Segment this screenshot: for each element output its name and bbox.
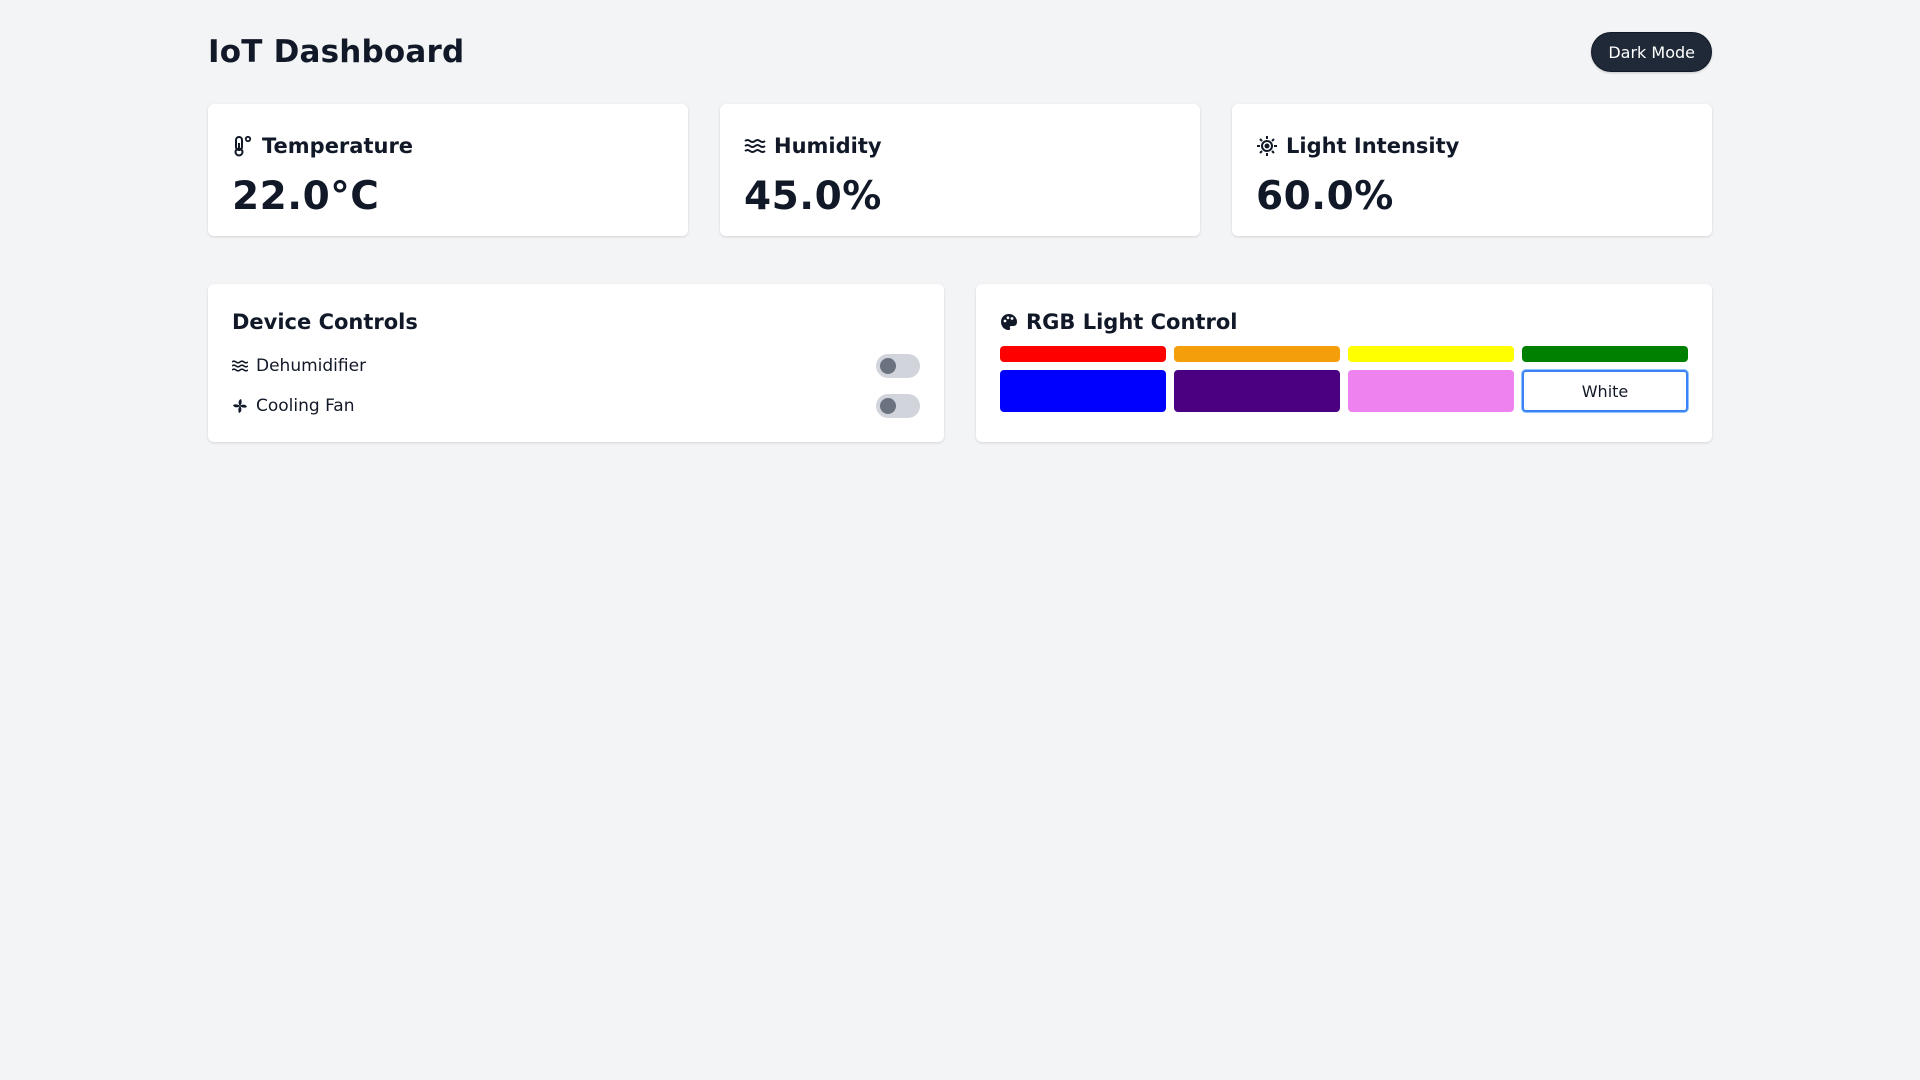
rgb-light-control-header: RGB Light Control bbox=[1000, 308, 1688, 336]
swatch-green[interactable] bbox=[1522, 346, 1688, 362]
temperature-label: Temperature bbox=[262, 134, 414, 158]
rgb-light-control-title: RGB Light Control bbox=[1026, 310, 1238, 334]
swatch-violet[interactable] bbox=[1348, 370, 1514, 412]
dark-mode-button[interactable]: Dark Mode bbox=[1591, 32, 1712, 72]
swatch-red[interactable] bbox=[1000, 346, 1166, 362]
swatch-indigo[interactable] bbox=[1174, 370, 1340, 412]
toggle-knob bbox=[880, 398, 896, 414]
page-title: IoT Dashboard bbox=[208, 34, 465, 70]
color-swatch-grid: White bbox=[1000, 346, 1688, 412]
temperature-header: Temperature bbox=[232, 128, 664, 164]
palette-icon bbox=[1000, 313, 1018, 331]
swatch-yellow[interactable] bbox=[1348, 346, 1514, 362]
light-intensity-value: 60.0% bbox=[1256, 174, 1394, 219]
sun-icon bbox=[1256, 135, 1278, 157]
light-intensity-header: Light Intensity bbox=[1256, 128, 1688, 164]
dehumidifier-label: Dehumidifier bbox=[256, 356, 367, 376]
swatch-orange[interactable] bbox=[1174, 346, 1340, 362]
swatch-blue[interactable] bbox=[1000, 370, 1166, 412]
device-controls-title: Device Controls bbox=[232, 310, 418, 334]
cooling-fan-label-group: Cooling Fan bbox=[232, 396, 355, 416]
swatch-white[interactable]: White bbox=[1522, 370, 1688, 412]
device-controls-card: Device Controls Dehumidifier bbox=[208, 284, 944, 442]
waves-icon bbox=[232, 358, 248, 374]
toggle-knob bbox=[880, 358, 896, 374]
light-intensity-label: Light Intensity bbox=[1286, 134, 1460, 158]
dehumidifier-row: Dehumidifier bbox=[232, 346, 920, 386]
dehumidifier-label-group: Dehumidifier bbox=[232, 356, 366, 376]
dehumidifier-toggle[interactable] bbox=[876, 354, 920, 378]
fan-icon bbox=[232, 398, 248, 414]
dashboard: IoT Dashboard Dark Mode Temperature 22.0… bbox=[208, 0, 1712, 442]
humidity-card: Humidity 45.0% bbox=[720, 104, 1200, 236]
humidity-value: 45.0% bbox=[744, 174, 882, 219]
humidity-label: Humidity bbox=[774, 134, 882, 158]
cooling-fan-toggle[interactable] bbox=[876, 394, 920, 418]
humidity-header: Humidity bbox=[744, 128, 1176, 164]
thermometer-icon bbox=[232, 135, 254, 157]
cooling-fan-label: Cooling Fan bbox=[256, 396, 355, 416]
rgb-light-control-card: RGB Light Control White bbox=[976, 284, 1712, 442]
temperature-card: Temperature 22.0°C bbox=[208, 104, 688, 236]
light-intensity-card: Light Intensity 60.0% bbox=[1232, 104, 1712, 236]
temperature-value: 22.0°C bbox=[232, 174, 380, 219]
humidity-waves-icon bbox=[744, 135, 766, 157]
header: IoT Dashboard Dark Mode bbox=[208, 0, 1712, 104]
cooling-fan-row: Cooling Fan bbox=[232, 386, 920, 426]
